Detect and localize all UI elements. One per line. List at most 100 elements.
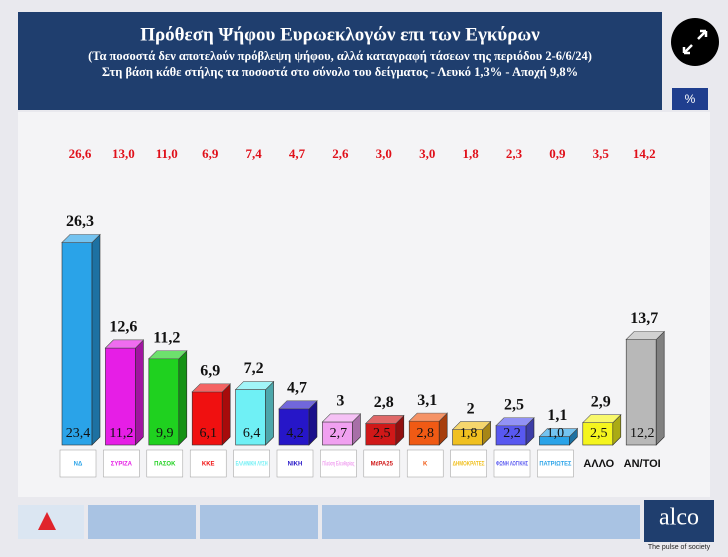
value-label: 3	[336, 393, 344, 410]
base-value-label: 23,4	[66, 426, 91, 441]
bar-top-shine	[279, 400, 317, 409]
previous-value-label: 26,6	[69, 146, 92, 161]
party-logo	[233, 449, 270, 478]
footer-box	[322, 505, 640, 539]
bar-top	[625, 331, 665, 340]
note: Στη βάση κάθε στήλης τα ποσοστά στο σύνο…	[102, 65, 578, 79]
category-label: ΚΚΕ	[202, 462, 215, 468]
base-value-label: 4,2	[286, 426, 304, 441]
base-value-label: 2,7	[330, 426, 348, 441]
party-logo	[363, 449, 401, 478]
bar-top-shine	[539, 428, 578, 437]
previous-value-label: 3,0	[419, 146, 435, 161]
base-value-label: 6,1	[199, 426, 217, 441]
footer-box	[200, 505, 318, 539]
party-logo	[320, 449, 357, 478]
bar	[625, 339, 657, 446]
previous-value-label: 6,9	[202, 146, 219, 161]
bar-side-shade	[526, 417, 534, 445]
unit-badge	[672, 88, 708, 110]
title: Πρόθεση Ψήφου Ευρωεκλογών επι των Εγκύρω…	[140, 24, 540, 45]
bar-top	[538, 428, 579, 437]
header-band	[18, 12, 662, 110]
bar-top	[365, 415, 405, 424]
footer-box	[88, 505, 196, 539]
value-label: 26,3	[66, 213, 94, 230]
bar	[235, 389, 266, 446]
base-value-label: 2,2	[503, 426, 521, 441]
category-label: Πλεύση Ελευθερίας	[322, 462, 354, 468]
bar-top-shine	[62, 234, 100, 243]
value-label: 12,6	[109, 319, 137, 336]
bar-side-shade	[352, 413, 361, 445]
base-value-label: 2,5	[373, 426, 391, 441]
party-logo	[493, 449, 531, 478]
party-logo	[537, 449, 574, 478]
category-label: ΕΛΛΗΝΙΚΗ ΛΥΣΗ	[236, 462, 268, 468]
bar-side-shade	[92, 234, 100, 445]
footer-logo	[38, 512, 56, 530]
category-label: Κ	[423, 462, 428, 468]
party-logo	[59, 449, 97, 478]
bar-top-shine	[192, 383, 231, 392]
party-logo	[146, 449, 184, 478]
base-value-label: 6,4	[243, 426, 261, 441]
bar-top	[61, 234, 101, 243]
value-label: 1,1	[547, 407, 567, 424]
value-label: 2,8	[374, 394, 394, 411]
value-label: 13,7	[630, 310, 658, 327]
bar-top	[148, 350, 188, 360]
base-value-label: 1,8	[460, 426, 478, 441]
base-value-label: 2,5	[590, 426, 608, 441]
base-value-label: 1,0	[547, 426, 565, 441]
category-label: ΠΑΣΟΚ	[154, 462, 176, 468]
value-label: 4,7	[287, 379, 307, 396]
bar-top-shine	[235, 381, 274, 390]
party-logo	[103, 449, 140, 478]
bar-top-shine	[409, 413, 448, 422]
bars: 26,3 23,4 26,6 ΝΔ 12,6 11,2 13,0 ΣΥΡΙΖΑ 11,2 9,9 1…	[59, 146, 665, 478]
bar-top	[408, 412, 448, 422]
value-label: 7,2	[244, 360, 264, 377]
bar-top	[234, 381, 275, 390]
previous-value-label: 7,4	[245, 146, 262, 161]
category-label: ΜέΡΑ25	[371, 462, 394, 468]
base-value-label: 12,2	[630, 426, 655, 441]
party-logo	[276, 449, 314, 478]
bar-top	[104, 339, 145, 349]
value-label: 2,9	[591, 393, 611, 410]
category-label: ΠΑΤΡΙΩΤΕΣ	[539, 462, 571, 468]
bar-side-shade	[482, 421, 491, 445]
category-label: ΦΩΝΗ ΛΟΓΙΚΗΣ	[496, 462, 528, 468]
bar-top-shine	[452, 421, 491, 430]
value-label: 2,5	[504, 396, 524, 413]
base-value-label: 2,8	[416, 426, 434, 441]
bar-side-shade	[569, 428, 578, 445]
previous-value-label: 3,0	[376, 146, 392, 161]
bar-side-shade	[222, 383, 231, 445]
bar-top-shine	[626, 331, 665, 340]
expand-button[interactable]	[671, 18, 719, 66]
bar-side-shade	[395, 415, 404, 445]
bar	[61, 242, 93, 446]
bar-side-shade	[309, 400, 317, 445]
previous-value-label: 2,3	[506, 146, 523, 161]
category-label: ΑΛΛΟ	[583, 458, 614, 470]
bar-side-shade	[439, 413, 448, 445]
category-label: ΔΗΜΟΚΡΑΤΕΣ	[453, 462, 485, 468]
brand: alco	[659, 505, 699, 531]
bar-side-shade	[656, 331, 665, 445]
bar-top-shine	[322, 413, 361, 422]
unit-label: %	[685, 92, 696, 106]
bar-top	[451, 421, 492, 430]
bar	[278, 408, 310, 446]
previous-value-label: 2,6	[332, 146, 349, 161]
value-label: 11,2	[153, 329, 180, 346]
value-label: 6,9	[200, 363, 220, 380]
bar-top-shine	[365, 415, 404, 424]
previous-value-label: 11,0	[156, 146, 178, 161]
bar-top-shine	[496, 417, 534, 426]
bar-top-shine	[148, 350, 187, 359]
value-label: 3,1	[417, 392, 437, 409]
